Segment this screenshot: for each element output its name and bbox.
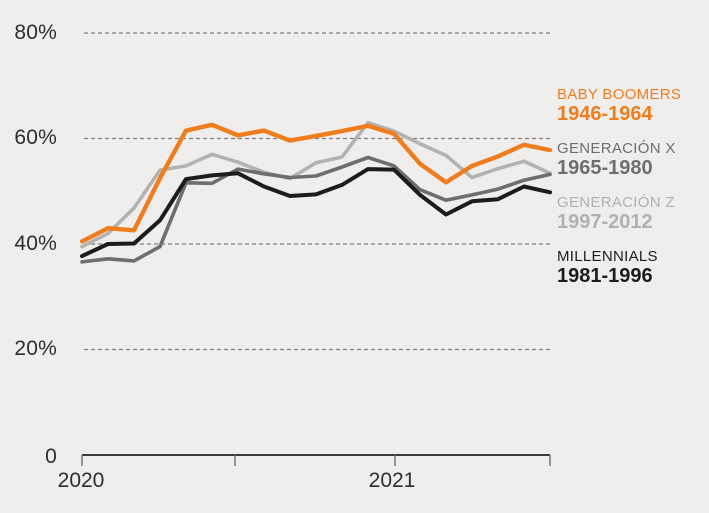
legend-label-generacion-x: GENERACIÓN X <box>557 140 676 157</box>
legend-period-generacion-z: 1997-2012 <box>557 211 653 233</box>
x-axis-label-2020: 2020 <box>57 469 105 492</box>
legend: BABY BOOMERS 1946-1964 GENERACIÓN X 1965… <box>557 86 707 302</box>
legend-label-millennials: MILLENNIALS <box>557 248 658 265</box>
series-line-generacion-z <box>80 120 552 249</box>
legend-label-generacion-z: GENERACIÓN Z <box>557 194 675 211</box>
legend-item-generacion-z: GENERACIÓN Z 1997-2012 <box>557 194 707 233</box>
y-axis-label-40: 40% <box>14 232 57 255</box>
y-axis-label-80: 80% <box>14 21 57 44</box>
legend-period-millennials: 1981-1996 <box>557 265 653 287</box>
y-axis-label-60: 60% <box>14 126 57 149</box>
series-line-baby-boomers <box>79 122 553 244</box>
x-axis-label-2021: 2021 <box>368 469 416 492</box>
y-axis-label-0: 0 <box>45 445 57 468</box>
legend-period-generacion-x: 1965-1980 <box>557 157 653 179</box>
legend-period-baby-boomers: 1946-1964 <box>557 103 653 125</box>
series-line-generacion-x <box>80 155 552 264</box>
y-axis-label-20: 20% <box>14 337 57 360</box>
legend-item-millennials: MILLENNIALS 1981-1996 <box>557 248 707 287</box>
series-line-millennials <box>80 167 552 259</box>
legend-label-baby-boomers: BABY BOOMERS <box>557 86 682 103</box>
legend-item-generacion-x: GENERACIÓN X 1965-1980 <box>557 140 707 179</box>
legend-item-baby-boomers: BABY BOOMERS 1946-1964 <box>557 86 707 125</box>
